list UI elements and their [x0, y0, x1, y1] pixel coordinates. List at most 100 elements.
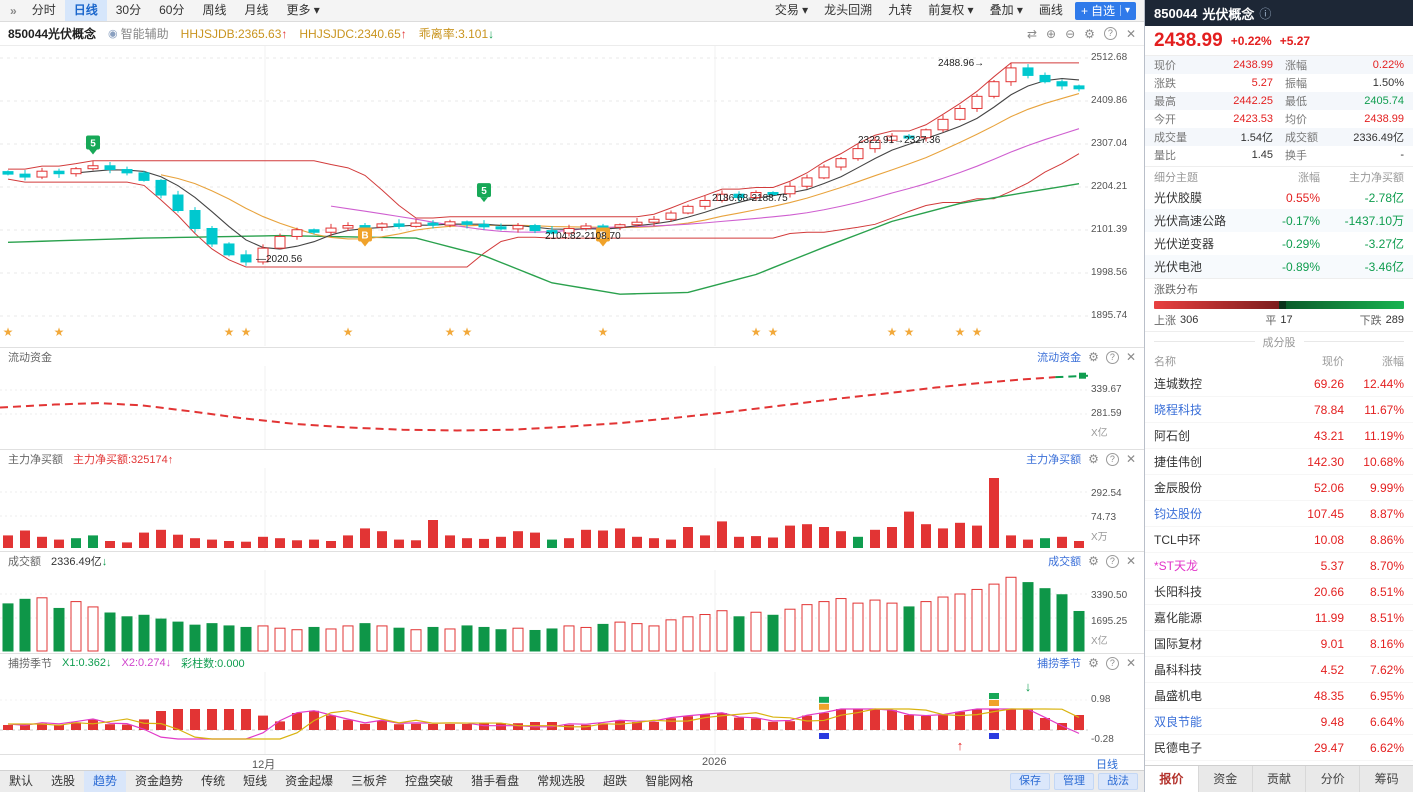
- panel-fishing-season[interactable]: 捕捞季节 X1:0.362↓ X2:0.274↓ 彩柱数:0.000 捕捞季节 …: [0, 653, 1144, 754]
- constituent-row-9[interactable]: 嘉化能源 11.99 8.51%: [1145, 605, 1413, 631]
- constituent-row-8[interactable]: 长阳科技 20.66 8.51%: [1145, 579, 1413, 605]
- strategy-tab-8[interactable]: 控盘突破: [405, 774, 454, 788]
- constituent-row-2[interactable]: 阿石创 43.21 11.19%: [1145, 423, 1413, 449]
- settings-icon[interactable]: ⚙: [1088, 554, 1099, 568]
- toolbar-action-4[interactable]: 叠加 ▾: [989, 3, 1023, 17]
- bottom-button-1[interactable]: 管理: [1054, 773, 1094, 790]
- close-icon[interactable]: ✕: [1125, 656, 1136, 670]
- help-icon[interactable]: ?: [1105, 350, 1119, 364]
- close-icon[interactable]: ✕: [1125, 452, 1136, 466]
- period-tab-5[interactable]: 月线: [244, 3, 269, 17]
- panel-liquid-funds[interactable]: 流动资金 流动资金 ⚙ ? ✕ 339.67 281.59 X亿: [0, 347, 1144, 449]
- stat-label: 成交量: [1154, 132, 1187, 144]
- panel-turnover[interactable]: 成交额 2336.49亿↓ 成交额 ⚙ ? ✕ 3390.50 1695.25 X亿: [0, 551, 1144, 653]
- strategy-tab-3[interactable]: 资金趋势: [135, 774, 184, 788]
- constituent-row-4[interactable]: 金辰股份 52.06 9.99%: [1145, 475, 1413, 501]
- panel-header: 捕捞季节 X1:0.362↓ X2:0.274↓ 彩柱数:0.000 捕捞季节 …: [0, 654, 1144, 672]
- smart-assist-toggle[interactable]: ◉ 智能辅助: [108, 25, 169, 42]
- info-icon[interactable]: ⓘ: [1259, 6, 1272, 21]
- constituent-row-0[interactable]: 连城数控 69.26 12.44%: [1145, 371, 1413, 397]
- constituent-row-13[interactable]: 双良节能 9.48 6.64%: [1145, 709, 1413, 735]
- constituent-row-10[interactable]: 国际复材 9.01 8.16%: [1145, 631, 1413, 657]
- toolbar-action-2[interactable]: 九转: [888, 3, 913, 17]
- y-axis-tick: 2101.39: [1091, 224, 1128, 235]
- close-icon[interactable]: ✕: [1125, 26, 1136, 41]
- period-tab-0[interactable]: 分时: [31, 3, 56, 17]
- strategy-tab-4[interactable]: 传统: [201, 774, 226, 788]
- theme-row-1[interactable]: 光伏高速公路 -0.17% -1437.10万: [1145, 209, 1413, 232]
- strategy-tab-0[interactable]: 默认: [9, 774, 34, 788]
- constituent-row-12[interactable]: 晶盛机电 48.35 6.95%: [1145, 683, 1413, 709]
- settings-icon[interactable]: ⚙: [1088, 350, 1099, 364]
- quote-price-row: 2438.99 +0.22% +5.27: [1145, 26, 1413, 56]
- theme-row-3[interactable]: 光伏电池 -0.89% -3.46亿: [1145, 255, 1413, 278]
- theme-row-0[interactable]: 光伏胶膜 0.55% -2.78亿: [1145, 186, 1413, 209]
- stock-price: 10.08: [1313, 532, 1344, 547]
- strategy-tab-10[interactable]: 常规选股: [537, 774, 586, 788]
- close-icon[interactable]: ✕: [1125, 350, 1136, 364]
- period-tab-1[interactable]: 日线: [64, 0, 107, 21]
- stock-price: 69.26: [1313, 376, 1344, 391]
- toolbar-action-0[interactable]: 交易 ▾: [774, 3, 809, 17]
- constituent-row-6[interactable]: TCL中环 10.08 8.86%: [1145, 527, 1413, 553]
- svg-text:2322.91→2327.36: 2322.91→2327.36: [858, 135, 941, 146]
- zoom-out-icon[interactable]: ⊖: [1065, 26, 1076, 41]
- stock-price: 48.35: [1313, 688, 1344, 703]
- quote-tab-0[interactable]: 报价: [1145, 766, 1199, 792]
- panel-link[interactable]: 捕捞季节: [1037, 658, 1082, 670]
- strategy-tab-12[interactable]: 智能网格: [645, 774, 694, 788]
- strategy-tab-1[interactable]: 选股: [51, 774, 76, 788]
- toolbar-action-1[interactable]: 龙头回溯: [824, 3, 873, 17]
- constituent-row-1[interactable]: 晓程科技 78.84 11.67%: [1145, 397, 1413, 423]
- quote-tab-1[interactable]: 资金: [1199, 766, 1253, 792]
- quote-tab-3[interactable]: 分价: [1306, 766, 1361, 792]
- value-text: X1:0.362: [62, 657, 107, 669]
- settings-icon[interactable]: ⚙: [1084, 26, 1095, 41]
- chevron-down-icon[interactable]: ▾: [1119, 5, 1130, 16]
- period-tab-2[interactable]: 30分: [115, 3, 142, 17]
- panel-link[interactable]: 成交额: [1048, 556, 1082, 568]
- theme-table: 光伏胶膜 0.55% -2.78亿 光伏高速公路 -0.17% -1437.10万 光伏逆变…: [1145, 186, 1413, 278]
- close-icon[interactable]: ✕: [1125, 554, 1136, 568]
- help-icon[interactable]: ?: [1105, 452, 1119, 466]
- zoom-in-icon[interactable]: ⊕: [1046, 26, 1057, 41]
- period-more-menu[interactable]: 更多 ▾: [286, 3, 320, 17]
- help-icon[interactable]: ?: [1105, 656, 1119, 670]
- constituent-row-3[interactable]: 捷佳伟创 142.30 10.68%: [1145, 449, 1413, 475]
- period-tab-4[interactable]: 周线: [202, 3, 227, 17]
- strategy-tab-5[interactable]: 短线: [243, 774, 268, 788]
- refresh-icon[interactable]: ⇄: [1026, 26, 1038, 41]
- help-icon[interactable]: ?: [1105, 554, 1119, 568]
- panel-link[interactable]: 主力净买额: [1026, 454, 1082, 466]
- toolbar-action-5[interactable]: 画线: [1038, 3, 1063, 17]
- quote-tab-2[interactable]: 贡献: [1253, 766, 1307, 792]
- bottom-button-2[interactable]: 战法: [1098, 773, 1138, 790]
- strategy-tab-7[interactable]: 三板斧: [351, 774, 388, 788]
- chart-column: » 分时 日线 30分 60分 周线 月线 更多 ▾ 交易 ▾ 龙头回溯 九转 前复权 ▾ 叠加 ▾…: [0, 0, 1145, 792]
- period-tab-3[interactable]: 60分: [159, 3, 185, 17]
- toolbar-action-3[interactable]: 前复权 ▾: [928, 3, 974, 17]
- main-kline-chart[interactable]: 5 5 B B 2488.96→ 2322.91→2327.36 2186.68-2188.…: [0, 46, 1144, 347]
- stat-value: 2438.99: [1233, 59, 1273, 71]
- constituent-row-5[interactable]: 钧达股份 107.45 8.87%: [1145, 501, 1413, 527]
- strategy-tab-9[interactable]: 猎手看盘: [471, 774, 520, 788]
- settings-icon[interactable]: ⚙: [1088, 452, 1099, 466]
- add-watchlist-button[interactable]: + 自选 ▾: [1074, 1, 1136, 20]
- strategy-tab-2[interactable]: 趋势: [84, 771, 127, 792]
- strategy-tab-6[interactable]: 资金起爆: [285, 774, 334, 788]
- strategy-tab-11[interactable]: 超跌: [603, 774, 628, 788]
- panel-main-net-buy[interactable]: 主力净买额 主力净买额:325174↑ 主力净买额 ⚙ ? ✕ 292.54 74…: [0, 449, 1144, 551]
- panel-link[interactable]: 流动资金: [1037, 352, 1082, 364]
- constituent-row-11[interactable]: 晶科科技 4.52 7.62%: [1145, 657, 1413, 683]
- settings-icon[interactable]: ⚙: [1088, 656, 1099, 670]
- stat-row-4: 成交量 1.54亿 成交额 2336.49亿: [1145, 128, 1413, 146]
- stat-value: 1.54亿: [1240, 132, 1273, 144]
- quote-tab-4[interactable]: 筹码: [1374, 772, 1399, 786]
- constituent-row-14[interactable]: 民德电子 29.47 6.62%: [1145, 735, 1413, 761]
- theme-row-2[interactable]: 光伏逆变器 -0.29% -3.27亿: [1145, 232, 1413, 255]
- help-icon[interactable]: ?: [1103, 27, 1117, 40]
- constituent-row-7[interactable]: *ST天龙 5.37 8.70%: [1145, 553, 1413, 579]
- bottom-button-0[interactable]: 保存: [1010, 773, 1050, 790]
- collapse-icon[interactable]: »: [10, 3, 17, 18]
- watchlist-label: 自选: [1090, 4, 1115, 18]
